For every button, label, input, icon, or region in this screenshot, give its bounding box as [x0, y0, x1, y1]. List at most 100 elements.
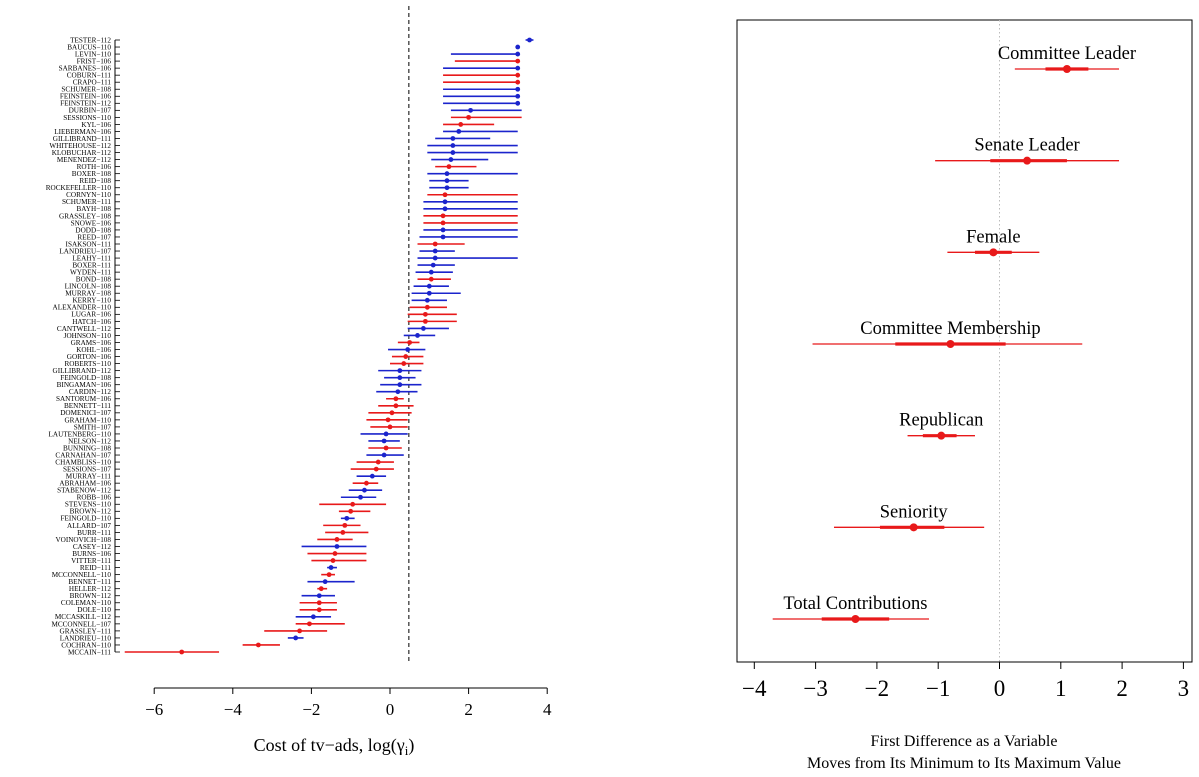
estimate-point — [293, 635, 299, 641]
senator-row — [443, 122, 495, 127]
x-tick-label: −4 — [742, 676, 767, 701]
senator-row — [427, 150, 518, 155]
estimate-point — [326, 572, 332, 578]
senator-label: BURNS−106 — [72, 550, 111, 558]
senator-row — [450, 107, 522, 113]
senator-row — [407, 311, 457, 317]
senator-row — [413, 283, 449, 289]
senator-row — [403, 333, 436, 338]
estimate-point — [527, 37, 532, 43]
estimate-point — [422, 311, 428, 317]
senator-label: BAUCUS−110 — [67, 43, 111, 51]
estimate-point — [426, 290, 432, 296]
estimate-point — [369, 473, 375, 479]
estimate-point — [383, 431, 389, 437]
senator-row — [429, 178, 469, 184]
senator-label: LANDRIEU−107 — [59, 247, 111, 255]
estimate-point — [515, 93, 521, 99]
right-x-axis: −4 −3 −2 −1 0 1 2 3 — [742, 662, 1189, 701]
senator-label: GILLIBRAND−111 — [53, 135, 112, 143]
senator-row — [368, 445, 402, 451]
senator-label: LAUTENBERG−110 — [49, 430, 112, 438]
senator-row — [366, 417, 408, 423]
estimate-point — [415, 333, 420, 338]
senator-label: CHAMBLISS−110 — [55, 458, 111, 466]
senator-label: GRAHAM−110 — [64, 416, 111, 424]
senator-row — [352, 480, 379, 486]
senator-row — [299, 607, 337, 613]
senator-label: DOMENICI−107 — [60, 409, 111, 417]
senator-label: FEINSTEIN−112 — [60, 100, 111, 108]
senator-row — [338, 508, 371, 514]
senator-row — [411, 290, 461, 296]
estimate-point — [310, 614, 316, 620]
senator-label: FRIST−106 — [77, 58, 112, 66]
senator-label: WYDEN−111 — [70, 269, 111, 277]
senator-label: LUGAR−106 — [71, 311, 111, 319]
x-tick-label: 0 — [994, 676, 1006, 701]
senator-label: VOINOVICH−108 — [55, 536, 111, 544]
senator-label: SMITH−107 — [74, 423, 112, 431]
senator-row — [427, 143, 518, 148]
senator-row — [443, 72, 521, 78]
senator-row — [356, 473, 387, 479]
right-panel-first-differences: Committee Leader Senate Leader Female Commi… — [736, 19, 1193, 772]
senator-label: BAYH−108 — [76, 205, 111, 213]
senator-row — [419, 234, 518, 240]
estimate-point — [424, 304, 430, 310]
senator-label: DOLE−110 — [77, 606, 111, 614]
senator-label: GORTON−106 — [67, 353, 112, 361]
senator-label: BOXER−108 — [72, 170, 112, 178]
senator-label: KYL−106 — [81, 121, 111, 129]
variable-label: Committee Leader — [998, 44, 1136, 64]
senator-label: STEVENS−110 — [65, 501, 112, 509]
senator-row — [417, 241, 465, 247]
senator-label: BURR−111 — [77, 529, 111, 537]
estimate-point — [348, 508, 354, 514]
senator-row — [311, 558, 367, 563]
senator-row — [443, 93, 521, 99]
estimate-point — [387, 424, 393, 430]
senator-label: GRAMS−106 — [71, 339, 112, 347]
estimate-point — [442, 199, 448, 205]
senator-row — [370, 424, 408, 430]
senator-row — [409, 304, 447, 310]
senator-label: SCHUMER−111 — [62, 198, 111, 206]
senator-row — [390, 361, 424, 366]
senator-row — [417, 276, 451, 282]
senator-label: VITTER−111 — [71, 557, 111, 565]
senator-label: KLOBUCHAR−112 — [52, 149, 112, 157]
senator-label: BINGAMAN−106 — [57, 381, 112, 389]
senator-row — [242, 642, 280, 648]
estimate-point — [1062, 65, 1071, 73]
senator-row — [378, 368, 422, 374]
senator-label: DODD−108 — [75, 226, 111, 234]
variable-label: Female — [966, 227, 1020, 247]
senator-row — [340, 515, 355, 521]
senator-row — [368, 438, 400, 444]
estimate-point — [344, 515, 350, 521]
senator-row — [317, 586, 328, 592]
estimate-point — [397, 382, 403, 388]
estimate-point — [515, 86, 521, 92]
estimate-point — [350, 501, 356, 507]
senator-row — [299, 600, 337, 606]
estimate-point — [444, 171, 450, 177]
senator-row — [391, 354, 424, 359]
senator-label: DURBIN−107 — [69, 107, 112, 115]
senator-row — [423, 227, 518, 233]
senator-label: TESTER−112 — [70, 36, 111, 44]
estimate-point — [381, 438, 387, 444]
senator-row — [264, 628, 328, 634]
estimate-point — [430, 262, 436, 268]
x-tick-label: −6 — [145, 700, 163, 719]
x-tick-label: 4 — [543, 700, 552, 719]
senator-row — [443, 100, 521, 106]
estimate-point — [1023, 156, 1032, 165]
senator-row — [327, 565, 337, 570]
senator-label: COBURN−111 — [67, 72, 112, 80]
senator-row — [423, 220, 518, 226]
estimate-point — [375, 459, 381, 465]
variable-estimate: Total Contributions — [772, 594, 930, 623]
senator-label: LINCOLN−108 — [65, 283, 112, 291]
